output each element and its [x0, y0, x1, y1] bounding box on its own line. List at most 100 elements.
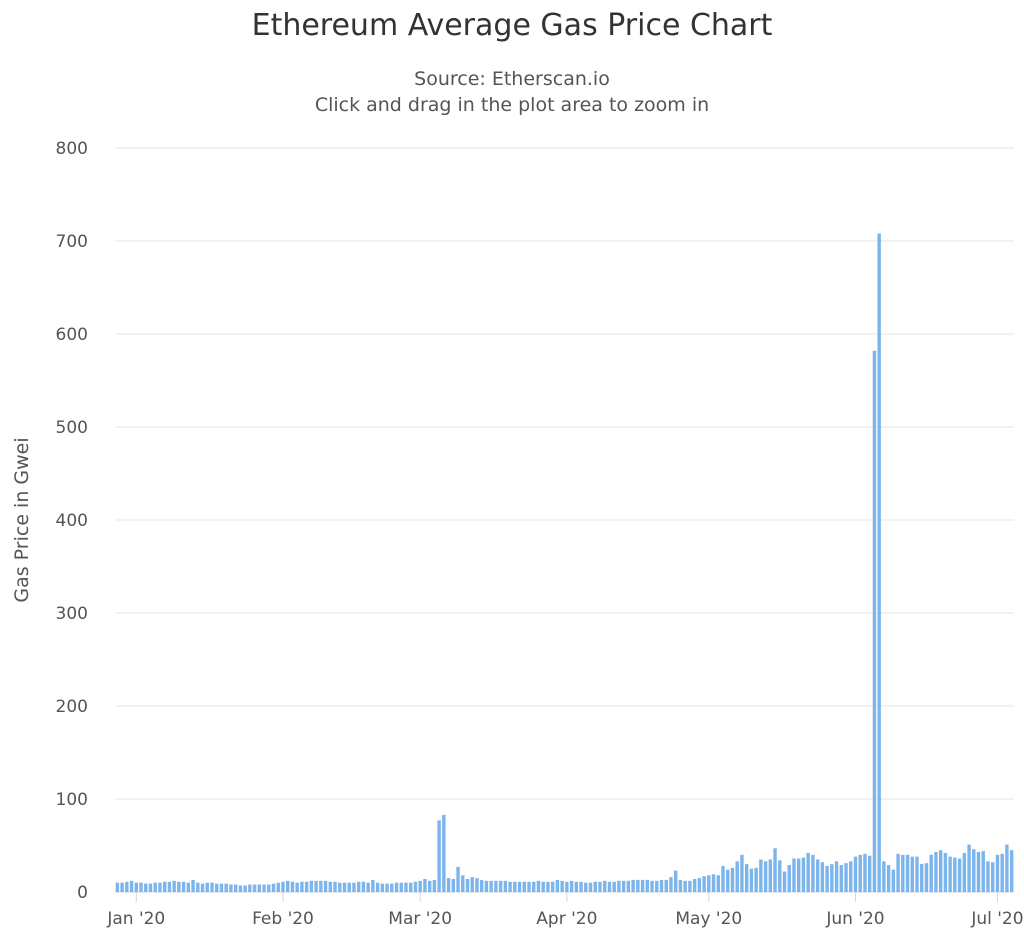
bar[interactable]: [721, 865, 725, 892]
bar[interactable]: [659, 879, 664, 892]
bar[interactable]: [257, 884, 262, 892]
bar[interactable]: [815, 859, 820, 892]
bar[interactable]: [134, 882, 138, 892]
bar[interactable]: [830, 864, 834, 892]
bar[interactable]: [281, 881, 285, 892]
bar[interactable]: [527, 881, 531, 892]
bar[interactable]: [153, 882, 157, 892]
bar[interactable]: [371, 879, 375, 892]
bar[interactable]: [972, 849, 976, 892]
bar[interactable]: [938, 850, 943, 892]
bar[interactable]: [196, 882, 200, 892]
bar[interactable]: [385, 883, 389, 892]
bar[interactable]: [735, 861, 739, 892]
bar[interactable]: [910, 856, 914, 892]
bar[interactable]: [858, 854, 862, 892]
bar[interactable]: [347, 882, 351, 892]
bar[interactable]: [290, 881, 295, 892]
bar[interactable]: [399, 882, 403, 892]
bar[interactable]: [621, 880, 626, 892]
bar[interactable]: [494, 880, 498, 892]
bar[interactable]: [475, 878, 479, 892]
bar[interactable]: [669, 877, 673, 892]
bar[interactable]: [905, 854, 910, 892]
bar[interactable]: [224, 883, 228, 892]
bar[interactable]: [427, 880, 432, 892]
bar[interactable]: [394, 882, 399, 892]
bar[interactable]: [787, 865, 791, 892]
bar[interactable]: [759, 859, 763, 892]
bar[interactable]: [1000, 853, 1004, 892]
bar[interactable]: [929, 854, 933, 892]
bar[interactable]: [271, 883, 276, 892]
bar[interactable]: [967, 844, 971, 892]
bar[interactable]: [115, 882, 120, 892]
bar[interactable]: [782, 871, 787, 892]
bar[interactable]: [839, 865, 843, 892]
bar[interactable]: [356, 881, 361, 892]
bar[interactable]: [300, 881, 304, 892]
bar[interactable]: [872, 350, 877, 892]
bar[interactable]: [650, 880, 654, 892]
bar[interactable]: [579, 881, 583, 892]
bar[interactable]: [181, 881, 186, 892]
bar[interactable]: [205, 882, 209, 892]
bar[interactable]: [588, 882, 593, 892]
bar[interactable]: [167, 881, 172, 892]
bar[interactable]: [328, 881, 332, 892]
bar[interactable]: [555, 879, 560, 892]
bar[interactable]: [797, 858, 801, 892]
bar[interactable]: [924, 863, 929, 892]
bar[interactable]: [484, 880, 489, 892]
bar[interactable]: [129, 880, 134, 892]
bar[interactable]: [342, 882, 347, 892]
bar[interactable]: [877, 233, 881, 892]
bar[interactable]: [754, 867, 758, 892]
bar[interactable]: [437, 820, 441, 892]
bar[interactable]: [418, 880, 422, 892]
bar[interactable]: [120, 882, 124, 892]
bar[interactable]: [522, 881, 526, 892]
bar[interactable]: [503, 880, 508, 892]
bar[interactable]: [707, 875, 711, 892]
bar[interactable]: [252, 884, 257, 892]
bar[interactable]: [702, 876, 706, 892]
bar[interactable]: [465, 878, 470, 892]
bar[interactable]: [744, 864, 749, 892]
bar[interactable]: [390, 883, 394, 892]
bar[interactable]: [309, 880, 314, 892]
bar[interactable]: [1009, 850, 1014, 892]
bar[interactable]: [546, 881, 550, 892]
bar[interactable]: [276, 882, 280, 892]
bar[interactable]: [801, 857, 806, 892]
bar[interactable]: [811, 854, 815, 892]
bar[interactable]: [380, 883, 385, 892]
bar[interactable]: [323, 880, 328, 892]
bar[interactable]: [768, 859, 773, 892]
bar[interactable]: [825, 865, 829, 892]
bar[interactable]: [144, 883, 148, 892]
bar[interactable]: [456, 866, 460, 892]
bar[interactable]: [413, 881, 418, 892]
bar[interactable]: [915, 856, 919, 892]
bar[interactable]: [730, 867, 735, 892]
bar[interactable]: [162, 881, 167, 892]
bar[interactable]: [565, 881, 569, 892]
bar[interactable]: [806, 852, 810, 892]
bar[interactable]: [636, 879, 640, 892]
bar[interactable]: [333, 881, 337, 892]
bar[interactable]: [461, 875, 465, 892]
bar[interactable]: [139, 882, 143, 892]
bar[interactable]: [432, 879, 437, 892]
bar[interactable]: [338, 882, 342, 892]
bar[interactable]: [517, 881, 522, 892]
bar[interactable]: [763, 861, 768, 892]
bar[interactable]: [976, 852, 981, 892]
bar[interactable]: [498, 880, 503, 892]
bar[interactable]: [243, 885, 247, 892]
bar[interactable]: [569, 880, 574, 892]
bar[interactable]: [295, 882, 299, 892]
bar[interactable]: [886, 865, 891, 892]
bar[interactable]: [536, 880, 541, 892]
bar[interactable]: [215, 883, 219, 892]
